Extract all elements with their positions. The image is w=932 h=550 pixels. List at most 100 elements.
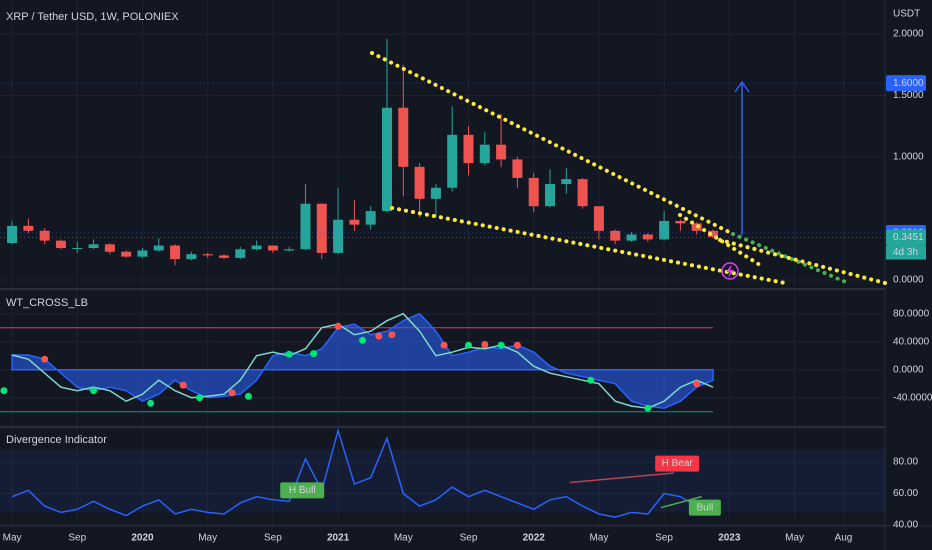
cross-dot — [693, 380, 701, 388]
indicator-title: WT_CROSS_LB — [6, 297, 88, 309]
cross-dot — [388, 331, 396, 339]
candle-body — [39, 230, 50, 241]
axis-unit: USDT — [893, 9, 920, 20]
y-tick-label: -40.0000 — [893, 392, 932, 403]
countdown-box — [886, 245, 926, 260]
countdown: 4d 3h — [893, 247, 918, 258]
x-tick-label: May — [785, 533, 804, 544]
cross-dot — [587, 376, 595, 384]
candle-body — [170, 245, 181, 260]
cross-dot — [179, 381, 187, 389]
cross-dot — [310, 350, 318, 358]
candle-body — [121, 251, 132, 257]
candle-body — [381, 107, 392, 212]
candle-body — [675, 220, 686, 224]
x-tick-label: May — [3, 533, 22, 544]
y-tick-label: 0.0000 — [893, 275, 924, 286]
cross-dot — [228, 389, 236, 397]
candle-body — [72, 248, 83, 250]
cross-dot — [196, 394, 204, 402]
candle-body — [479, 144, 490, 164]
target-arrow — [734, 80, 750, 235]
inner-trendline — [678, 213, 762, 267]
signal-box — [655, 455, 700, 472]
price-label-box — [886, 75, 926, 92]
y-tick-label: 80.0000 — [893, 308, 930, 319]
candle-body — [55, 240, 66, 249]
lower-trendline — [390, 206, 787, 285]
signal-box — [688, 499, 721, 516]
candle-body — [7, 225, 18, 244]
y-tick-label: 1.5000 — [893, 90, 924, 101]
cross-dot — [359, 336, 367, 344]
cross-dot — [644, 404, 652, 412]
price-label: 0.3451 — [893, 232, 924, 243]
candle-body — [104, 244, 115, 252]
candle-body — [186, 254, 197, 260]
cross-dot — [244, 392, 252, 400]
candle-body — [349, 219, 360, 225]
y-tick-label: 80.00 — [893, 457, 918, 468]
candle-body — [23, 225, 34, 231]
candle-body — [398, 107, 409, 167]
candle-body — [561, 179, 572, 185]
candle-body — [528, 177, 539, 207]
y-tick-label: 0.0000 — [893, 364, 924, 375]
price-label: 1.6000 — [893, 78, 924, 89]
candle-body — [430, 187, 441, 199]
y-tick-label: 60.00 — [893, 488, 918, 499]
band — [0, 449, 885, 513]
y-tick-label: 40.0000 — [893, 336, 930, 347]
x-tick-label: May — [589, 533, 608, 544]
candle-body — [316, 203, 327, 253]
y-tick-label: 2.0000 — [893, 29, 924, 40]
candle-body — [414, 166, 425, 199]
candle-body — [88, 244, 99, 249]
candle-body — [153, 245, 164, 251]
signal-box — [280, 482, 325, 499]
candle-body — [137, 250, 148, 257]
candle-body — [708, 230, 719, 237]
candle-body — [610, 230, 621, 241]
line — [11, 427, 714, 518]
indicator-title: Divergence Indicator — [6, 434, 107, 446]
signal-label: H Bear — [662, 458, 694, 469]
y-tick-label: 1.0000 — [893, 152, 924, 163]
price-label-box — [886, 229, 926, 246]
x-tick-label: Sep — [460, 533, 478, 544]
cross-dot — [513, 341, 521, 349]
cross-dot — [497, 341, 505, 349]
x-tick-label: Sep — [655, 533, 673, 544]
candle-body — [447, 134, 458, 188]
candle-body — [642, 234, 653, 240]
candle-body — [333, 219, 344, 253]
alert-icon — [721, 262, 739, 280]
candle-body — [251, 245, 262, 250]
candle-body — [202, 254, 213, 256]
divergence-line — [660, 495, 702, 509]
x-tick-label: 2022 — [523, 533, 546, 544]
cross-dot — [465, 341, 473, 349]
divergence-line — [569, 472, 674, 484]
candle-body — [577, 179, 588, 207]
signal-label: H Bull — [289, 485, 316, 496]
y-tick-label: 40.00 — [893, 520, 918, 531]
cross-dot — [440, 341, 448, 349]
signal-label: Bull — [697, 502, 714, 513]
cross-dot — [285, 350, 293, 358]
x-tick-label: May — [198, 533, 217, 544]
candle-body — [593, 206, 604, 231]
cross-dot — [481, 341, 489, 348]
extension-line — [718, 238, 887, 285]
x-tick-label: May — [394, 533, 413, 544]
candle-body — [218, 255, 229, 258]
x-tick-label: 2020 — [131, 533, 154, 544]
cross-dot — [334, 322, 342, 330]
candle-body — [626, 234, 637, 241]
candle-body — [512, 159, 523, 178]
cross-dot — [90, 387, 98, 395]
candle-body — [463, 134, 474, 164]
cross-dot — [41, 355, 49, 363]
